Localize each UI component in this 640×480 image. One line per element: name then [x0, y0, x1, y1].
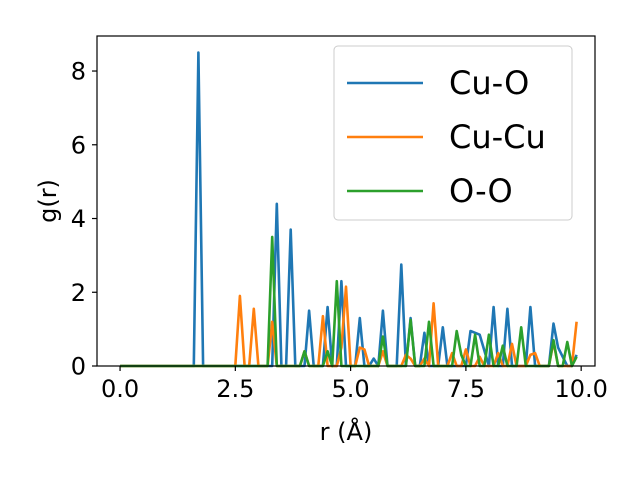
- x-axis: 0.0 2.5 5.0 7.5 10.0: [101, 366, 608, 403]
- x-tick-label: 10.0: [554, 375, 607, 403]
- x-tick-label: 7.5: [447, 375, 485, 403]
- legend-label: Cu-Cu: [449, 118, 546, 156]
- y-tick-label: 6: [71, 131, 86, 159]
- x-axis-label: r (Å): [320, 417, 373, 446]
- x-tick-label: 5.0: [332, 375, 370, 403]
- y-tick-label: 2: [71, 279, 86, 307]
- y-axis: 0 2 4 6 8: [71, 58, 97, 381]
- y-tick-label: 0: [71, 353, 86, 381]
- y-axis-label: g(r): [34, 179, 62, 223]
- y-tick-label: 4: [71, 205, 86, 233]
- x-tick-label: 2.5: [216, 375, 254, 403]
- legend-label: Cu-O: [449, 64, 529, 102]
- y-tick-label: 8: [71, 58, 86, 86]
- legend-label: O-O: [449, 172, 513, 210]
- x-tick-label: 0.0: [101, 375, 139, 403]
- plot-frame: [96, 35, 596, 367]
- legend: Cu-O Cu-Cu O-O: [333, 45, 573, 221]
- legend-box: [333, 45, 573, 221]
